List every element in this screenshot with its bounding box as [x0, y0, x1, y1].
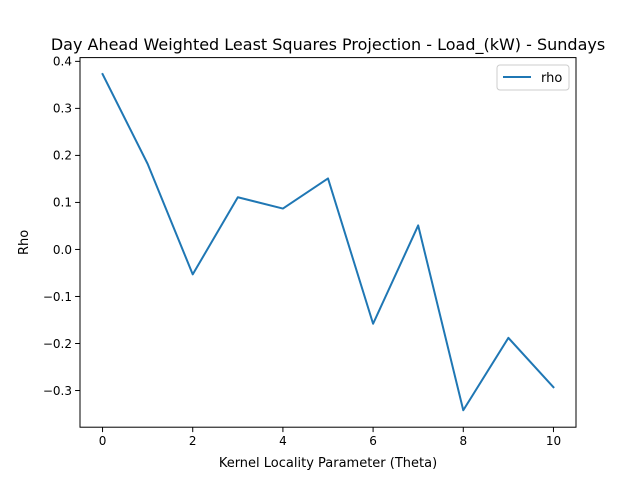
legend-box [496, 64, 570, 91]
x-tick-label: 2 [189, 434, 197, 448]
x-tick-label: 8 [459, 434, 467, 448]
y-axis-label: Rho [17, 230, 32, 255]
y-tick-label: 0.4 [53, 55, 72, 69]
chart-title: Day Ahead Weighted Least Squares Project… [51, 35, 605, 55]
series-layer [101, 72, 555, 412]
y-tick-label: −0.3 [43, 384, 72, 398]
y-tick-label: −0.2 [43, 337, 72, 351]
x-tick-label: 4 [279, 434, 287, 448]
x-tick-label: 6 [369, 434, 377, 448]
y-tick-label: 0.0 [53, 243, 72, 257]
series-line-rho [101, 72, 555, 412]
plot-area [79, 57, 577, 428]
x-axis-ticks: 0 2 4 6 8 10 [99, 427, 561, 448]
x-tick-label: 0 [99, 434, 107, 448]
y-tick-label: 0.2 [53, 149, 72, 163]
legend-label-rho: rho [541, 71, 562, 86]
y-tick-label: 0.3 [53, 102, 72, 116]
axes-frame [79, 57, 577, 428]
y-tick-label: 0.1 [53, 196, 72, 210]
x-tick-label: 10 [546, 434, 561, 448]
y-axis-ticks: 0.4 0.3 0.2 0.1 0.0 −0.1 −0.2 −0.3 [43, 55, 80, 398]
y-tick-label: −0.1 [43, 290, 72, 304]
x-axis-label: Kernel Locality Parameter (Theta) [219, 456, 437, 471]
legend: rho [496, 64, 570, 91]
